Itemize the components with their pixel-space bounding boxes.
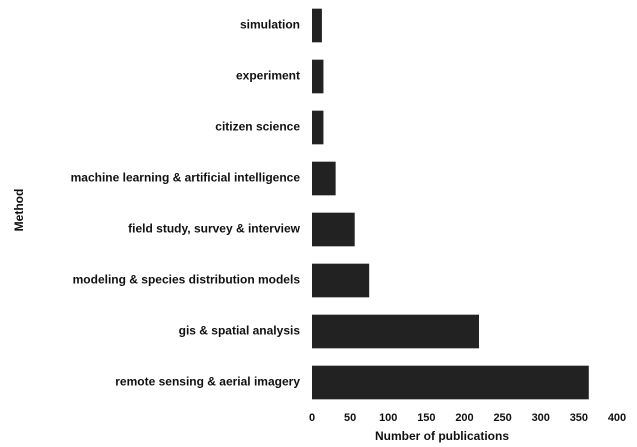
x-tick-label: 100 — [379, 412, 397, 424]
y-tick-label: modeling & species distribution models — [73, 273, 301, 287]
bar — [312, 8, 322, 43]
bar — [312, 59, 324, 94]
y-tick-label: gis & spatial analysis — [179, 324, 301, 338]
bar — [312, 212, 355, 247]
y-tick-label: experiment — [236, 69, 300, 83]
x-tick-label: 0 — [309, 412, 315, 424]
y-tick-label: remote sensing & aerial imagery — [115, 375, 300, 389]
bar — [312, 263, 370, 298]
bar — [312, 161, 336, 196]
x-tick-label: 150 — [417, 412, 435, 424]
x-tick-label: 50 — [344, 412, 356, 424]
bar — [312, 365, 589, 400]
y-tick-label: field study, survey & interview — [128, 222, 300, 236]
x-tick-label: 350 — [570, 412, 588, 424]
x-tick-label: 200 — [455, 412, 473, 424]
y-tick-label: simulation — [240, 18, 300, 32]
y-tick-label: machine learning & artificial intelligen… — [71, 171, 301, 185]
x-axis-label: Number of publications — [375, 429, 509, 443]
x-tick-label: 250 — [493, 412, 511, 424]
x-tick-label: 400 — [608, 412, 626, 424]
bar — [312, 314, 479, 349]
y-tick-label: citizen science — [215, 120, 300, 134]
x-tick-label: 300 — [532, 412, 550, 424]
bar — [312, 110, 324, 145]
y-axis-label: Method — [12, 189, 26, 232]
